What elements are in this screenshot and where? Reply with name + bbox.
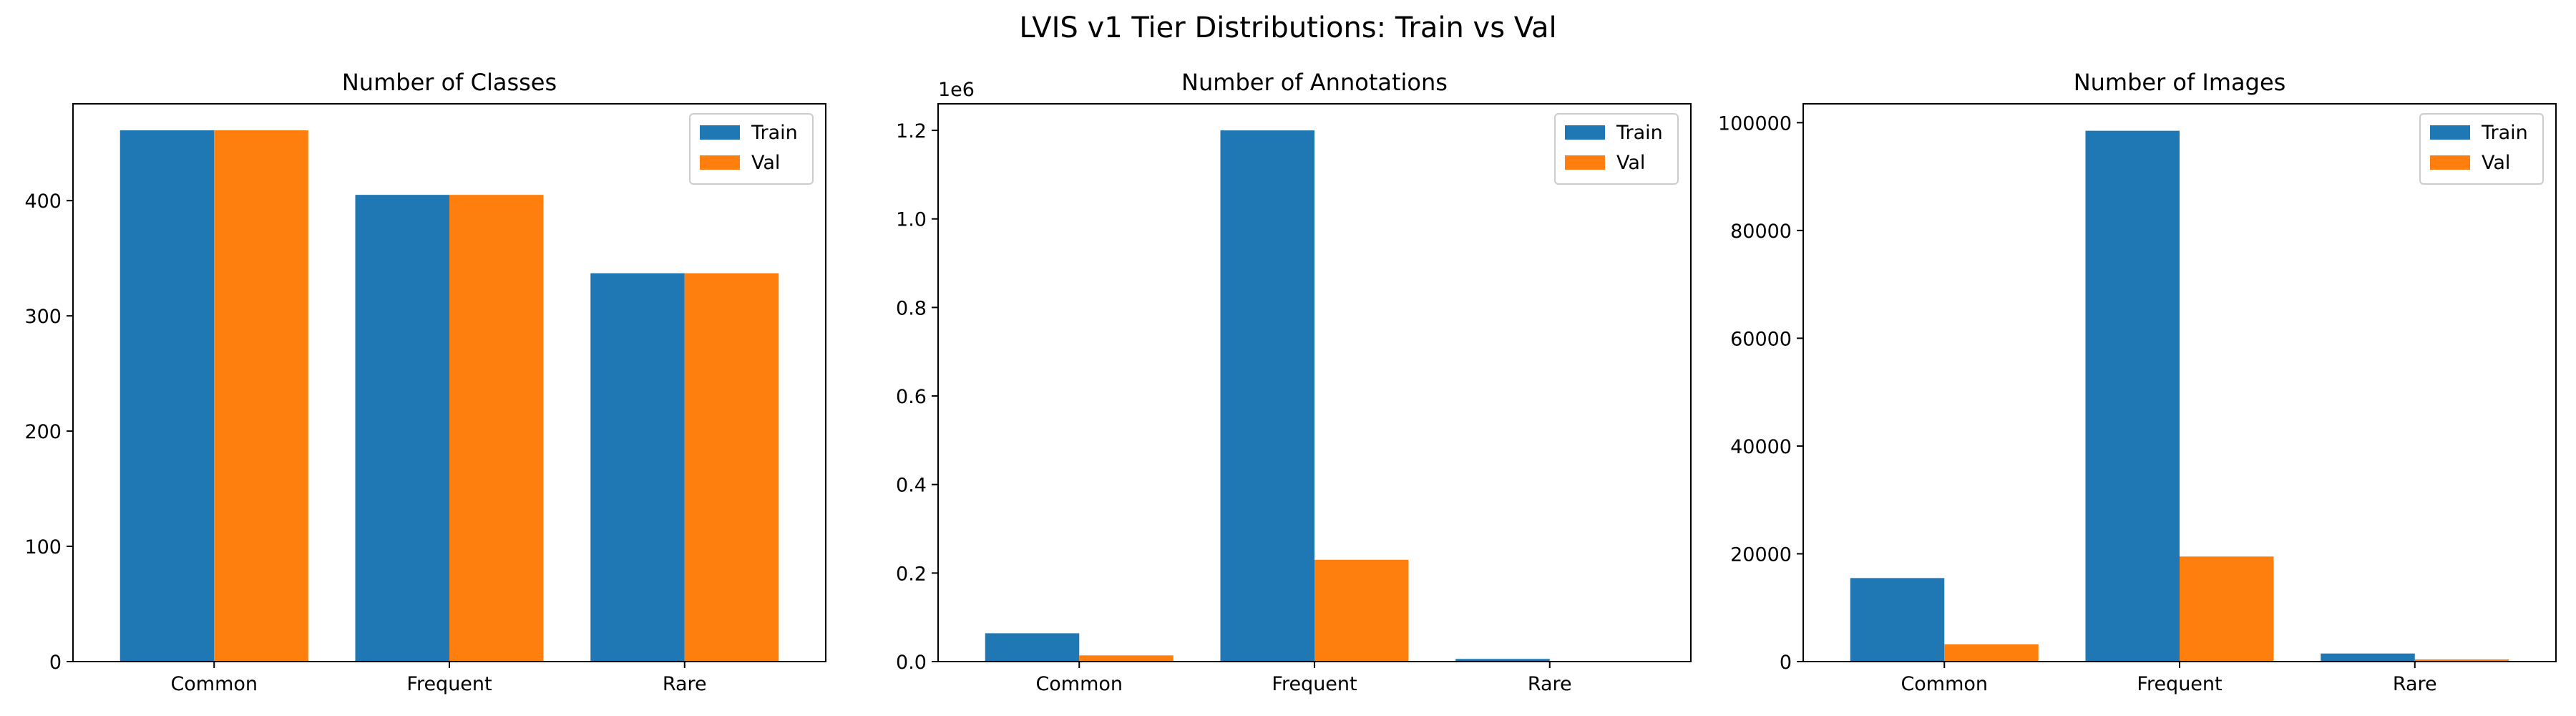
bar-val-rare [2414,659,2509,662]
y-tick-label: 1.2 [896,120,927,142]
bar-train-rare [2321,653,2415,662]
x-tick-label: Frequent [2137,673,2222,695]
legend-swatch-train [2430,125,2470,140]
y-tick-label: 0.4 [896,475,927,497]
y-tick-label: 20000 [1730,543,1792,566]
bar-val-common [1944,644,2039,662]
chart-annotations: Number of Annotations 1e6 0.00.20.40.60.… [896,69,1692,695]
plot-area: 0 20000 40000 60000 80000 100000 Common Frequen… [1718,103,2557,695]
legend-label-train: Train [2481,122,2528,144]
y-tick-label: 40000 [1730,436,1792,458]
y-tick-label: 60000 [1730,328,1792,350]
chart-title: Number of Annotations [1181,69,1448,96]
bar-val-frequent [1314,559,1409,662]
bar-train-common [985,633,1080,662]
y-tick-label: 0.2 [896,563,927,585]
x-tick-label: Common [1035,673,1123,695]
x-tick-label: Common [1901,673,1988,695]
y-tick-label: 100 [24,536,62,558]
chart-title: Number of Images [2074,69,2286,96]
x-tick-label: Rare [663,673,707,695]
legend-swatch-val [2430,155,2470,170]
bar-train-common [1850,578,1945,662]
y-tick-label: 0 [1780,652,1792,674]
y-tick-label: 0 [49,652,62,674]
legend-swatch-train [700,125,740,140]
x-tick-label: Rare [1528,673,1572,695]
plot-area: 0.0 0.2 0.4 0.6 0.8 1.0 1.2 Common Frequent Rare T… [896,103,1692,695]
legend-label-val: Val [2482,152,2510,174]
bar-val-common [214,130,308,662]
x-tick-label: Frequent [1272,673,1357,695]
legend-label-val: Val [751,152,780,174]
legend: Train Val [1554,113,1679,185]
y-offset-label: 1e6 [938,79,975,101]
y-tick-label: 200 [24,421,62,443]
chart-title: Number of Classes [342,69,557,96]
y-tick-label: 400 [24,190,62,213]
plot-area: 0 100 200 300 400 Common Frequent Rare Train Val [24,103,826,695]
y-tick-label: 0.6 [896,386,927,408]
y-tick-label: 80000 [1730,221,1792,243]
bar-train-rare [590,273,685,662]
bar-val-frequent [2180,556,2274,662]
chart-classes: Number of Classes 0 100 200 300 400 Common Fre… [24,69,826,695]
bar-train-rare [1455,659,1550,662]
legend-swatch-val [700,155,740,170]
bar-train-frequent [355,195,449,662]
y-tick-label: 100000 [1718,112,1792,135]
legend-swatch-val [1565,155,1605,170]
x-tick-label: Frequent [406,673,492,695]
y-tick-label: 0.8 [896,297,927,319]
bar-val-frequent [449,195,544,662]
bar-val-rare [684,273,779,662]
legend: Train Val [2419,113,2544,185]
bar-train-common [119,130,215,662]
x-tick-label: Rare [2393,673,2437,695]
legend-label-train: Train [751,122,798,144]
legend: Train Val [689,113,814,185]
bar-train-frequent [2085,130,2180,662]
figure-title: LVIS v1 Tier Distributions: Train vs Val [1019,11,1556,44]
chart-images: Number of Images 0 20000 40000 60000 80000 10… [1718,69,2557,695]
y-tick-label: 300 [24,306,62,328]
x-tick-label: Common [170,673,258,695]
legend-label-train: Train [1616,122,1663,144]
y-tick-label: 1.0 [896,209,927,231]
bar-val-common [1079,655,1174,662]
bar-train-frequent [1220,130,1314,662]
y-tick-label: 0.0 [896,652,927,674]
legend-label-val: Val [1616,152,1645,174]
legend-swatch-train [1565,125,1605,140]
